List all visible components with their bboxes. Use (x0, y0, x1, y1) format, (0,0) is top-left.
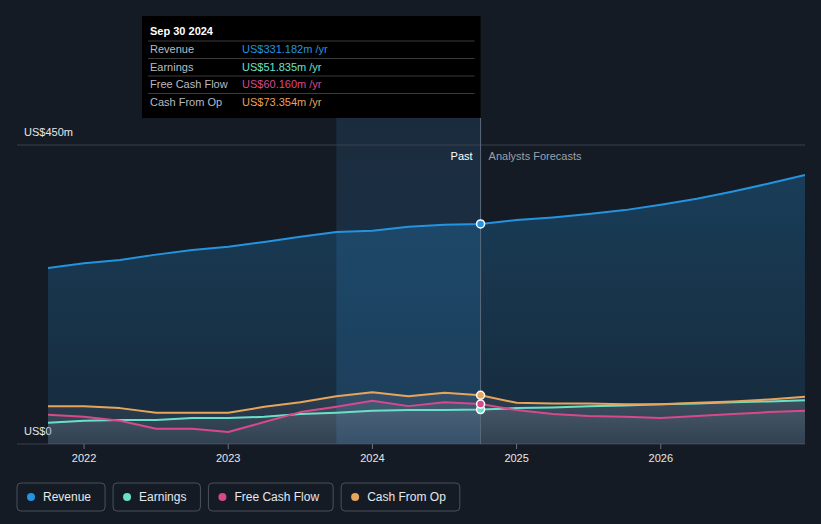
tooltip-separator (148, 41, 475, 42)
x-tick (372, 444, 373, 449)
legend-box (208, 483, 333, 511)
tooltip-box (142, 16, 481, 118)
legend-item: Earnings (113, 483, 200, 511)
tooltip-value: US$331.182m /yr (242, 43, 328, 55)
x-tick-label: 2024 (360, 452, 384, 464)
grid-line (17, 145, 805, 146)
legend-swatch (27, 493, 35, 501)
x-tick (516, 444, 517, 449)
legend-label: Revenue (43, 490, 91, 504)
chart: US$0 US$450m 2022 2023 2024 2025 2026 Past Analy… (0, 0, 821, 524)
tooltip-separator (148, 58, 475, 59)
tooltip-label: Free Cash Flow (150, 78, 228, 90)
tooltip-value: US$60.160m /yr (242, 78, 322, 90)
series-line (48, 401, 805, 432)
legend-swatch (351, 493, 359, 501)
legend-label: Cash From Op (367, 490, 446, 504)
legend-item: Revenue (17, 483, 105, 511)
tooltip-title: Sep 30 2024 (150, 25, 214, 37)
x-tick-label: 2023 (216, 452, 240, 464)
legend-label: Earnings (139, 490, 186, 504)
point-marker (477, 400, 485, 408)
tooltip-value: US$73.354m /yr (242, 96, 322, 108)
area-fill (48, 392, 805, 444)
x-tick (660, 444, 661, 449)
legend-label: Free Cash Flow (234, 490, 319, 504)
x-tick-label: 2022 (72, 452, 96, 464)
tooltip-label: Revenue (150, 43, 194, 55)
tooltip-separator (148, 76, 475, 77)
point-marker (477, 391, 485, 399)
tooltip-label: Cash From Op (150, 96, 222, 108)
series-line (48, 392, 805, 413)
y-tick-label: US$450m (24, 126, 73, 138)
series-line (48, 175, 805, 268)
legend-item: Cash From Op (341, 483, 460, 511)
x-tick (84, 444, 85, 449)
tooltip-label: Earnings (150, 61, 194, 73)
legend-box (341, 483, 460, 511)
legend-box (17, 483, 105, 511)
tooltip-value: US$51.835m /yr (242, 61, 322, 73)
markers (477, 220, 485, 414)
legend-box (113, 483, 200, 511)
x-tick (228, 444, 229, 449)
legend-swatch (218, 493, 226, 501)
x-tick-label: 2026 (649, 452, 673, 464)
annotation-past: Past (451, 150, 473, 162)
legend-swatch (123, 493, 131, 501)
x-tick-label: 2025 (504, 452, 528, 464)
y-tick-label: US$0 (24, 425, 52, 437)
plot-area (48, 175, 805, 444)
point-marker (477, 220, 485, 228)
area-fill (48, 175, 805, 444)
tooltip-separator (148, 93, 475, 94)
annotation-forecast: Analysts Forecasts (489, 150, 582, 162)
legend-item: Free Cash Flow (208, 483, 333, 511)
